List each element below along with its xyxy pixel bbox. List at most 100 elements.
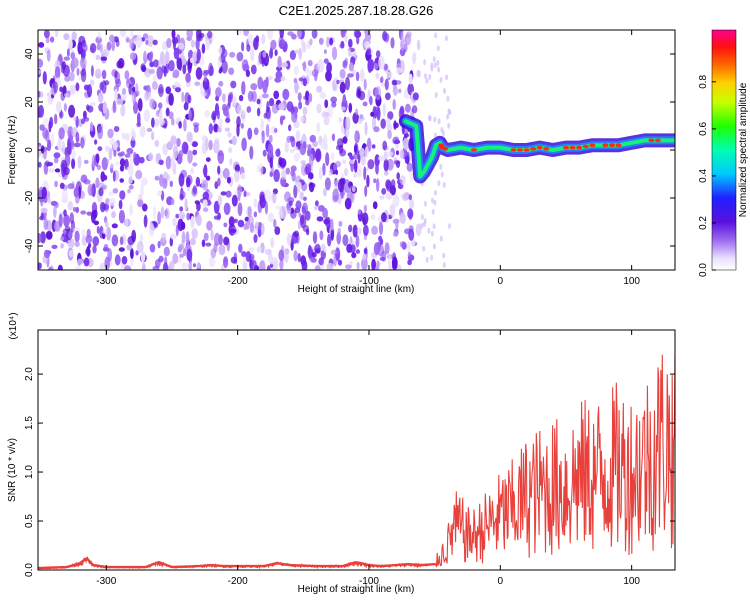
- noise-speckle: [379, 195, 385, 200]
- noise-speckle: [102, 101, 108, 114]
- noise-speckle: [97, 146, 103, 152]
- noise-speckle: [218, 80, 224, 87]
- noise-speckle: [127, 235, 135, 246]
- noise-speckle: [406, 162, 413, 172]
- noise-speckle: [382, 103, 386, 117]
- noise-speckle: [218, 118, 223, 129]
- noise-speckle: [416, 69, 421, 78]
- noise-speckle: [49, 265, 54, 270]
- noise-speckle: [78, 185, 82, 200]
- noise-speckle: [308, 92, 313, 103]
- noise-speckle: [358, 90, 366, 101]
- noise-speckle: [116, 98, 123, 106]
- noise-speckle: [182, 248, 187, 257]
- noise-speckle: [242, 256, 247, 270]
- noise-speckle: [68, 38, 73, 51]
- noise-speckle: [75, 131, 80, 143]
- track-peak: [648, 138, 655, 143]
- noise-speckle: [355, 249, 360, 254]
- noise-speckle: [57, 264, 63, 270]
- noise-speckle: [293, 230, 300, 238]
- noise-speckle: [319, 230, 324, 241]
- noise-speckle: [89, 43, 97, 54]
- noise-speckle: [71, 150, 76, 160]
- noise-speckle: [149, 98, 156, 110]
- noise-speckle: [350, 244, 356, 254]
- noise-speckle: [366, 46, 372, 56]
- noise-speckle: [99, 81, 104, 91]
- noise-speckle: [68, 249, 74, 258]
- colorbar-tick-label: 0.4: [698, 169, 709, 183]
- noise-speckle: [99, 262, 106, 270]
- noise-speckle: [184, 198, 188, 211]
- noise-speckle: [337, 259, 343, 266]
- noise-speckle: [387, 111, 394, 120]
- noise-speckle: [384, 242, 390, 255]
- noise-speckle: [217, 177, 221, 187]
- noise-speckle: [324, 216, 331, 228]
- noise-speckle: [218, 244, 226, 256]
- noise-speckle: [425, 256, 429, 263]
- noise-speckle: [60, 243, 64, 249]
- noise-speckle: [315, 200, 319, 207]
- noise-speckle: [113, 126, 120, 132]
- noise-speckle: [240, 172, 246, 180]
- noise-speckle: [351, 252, 357, 259]
- noise-speckle: [114, 88, 118, 103]
- noise-speckle: [41, 186, 47, 199]
- noise-speckle: [353, 30, 361, 39]
- noise-speckle: [332, 188, 340, 202]
- noise-speckle: [196, 48, 201, 61]
- noise-speckle: [156, 66, 163, 80]
- noise-speckle: [60, 236, 64, 241]
- noise-speckle: [245, 251, 252, 262]
- noise-speckle: [92, 236, 100, 247]
- noise-speckle: [250, 64, 257, 75]
- noise-speckle: [412, 52, 417, 65]
- noise-speckle: [322, 143, 329, 151]
- noise-speckle: [40, 207, 48, 213]
- noise-speckle: [392, 85, 398, 96]
- noise-speckle: [342, 94, 347, 104]
- noise-speckle: [407, 251, 412, 259]
- noise-speckle: [130, 127, 136, 142]
- noise-speckle: [64, 75, 71, 82]
- noise-speckle: [373, 126, 380, 133]
- noise-speckle: [119, 165, 125, 172]
- noise-speckle: [328, 168, 333, 176]
- noise-speckle: [300, 215, 305, 226]
- noise-speckle: [322, 137, 326, 144]
- noise-speckle: [143, 50, 147, 65]
- noise-speckle: [247, 90, 254, 102]
- noise-speckle: [67, 183, 75, 190]
- noise-speckle: [51, 244, 58, 249]
- noise-speckle: [203, 69, 211, 75]
- noise-speckle: [324, 177, 331, 191]
- noise-speckle: [236, 123, 240, 137]
- y-tick-label: -40: [24, 238, 35, 253]
- noise-speckle: [373, 178, 377, 184]
- noise-speckle: [172, 253, 179, 265]
- noise-speckle: [149, 243, 156, 253]
- snr-line: [38, 354, 675, 570]
- noise-speckle: [165, 86, 172, 95]
- noise-speckle: [446, 113, 450, 120]
- noise-speckle: [285, 167, 291, 175]
- colorbar-tick-label: 0.8: [698, 74, 709, 88]
- noise-speckle: [202, 179, 208, 191]
- noise-speckle: [180, 221, 186, 230]
- noise-speckle: [74, 142, 81, 148]
- noise-speckle: [102, 48, 110, 57]
- noise-speckle: [407, 208, 414, 219]
- colorbar-tick-label: 0.0: [698, 263, 709, 277]
- noise-speckle: [281, 169, 287, 180]
- noise-speckle: [222, 48, 228, 58]
- noise-speckle: [178, 150, 184, 158]
- noise-speckle: [157, 240, 161, 249]
- noise-speckle: [223, 256, 229, 268]
- noise-speckle: [338, 220, 343, 227]
- noise-speckle: [307, 144, 312, 155]
- noise-speckle: [95, 177, 100, 189]
- noise-speckle: [319, 91, 327, 99]
